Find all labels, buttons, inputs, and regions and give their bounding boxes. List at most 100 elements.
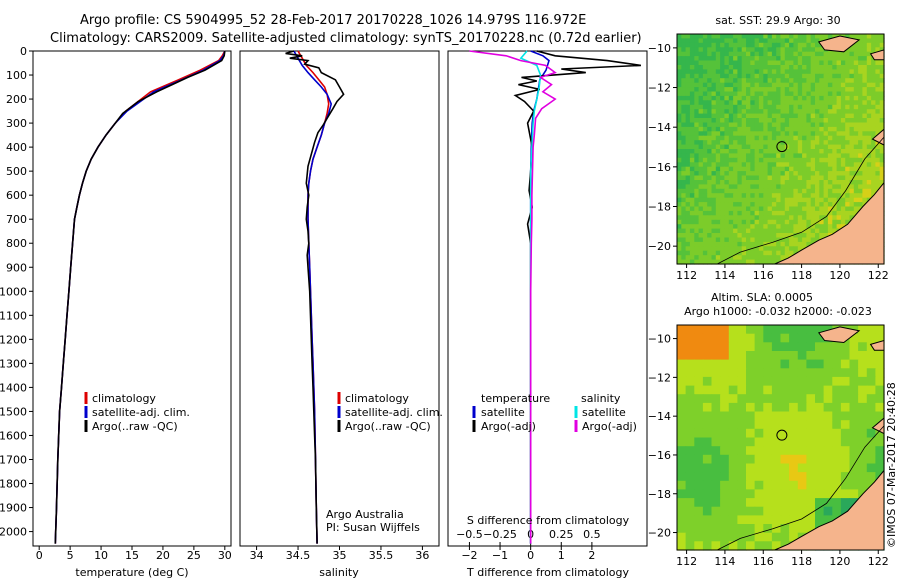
map-cell — [815, 206, 820, 212]
map-cell — [737, 113, 743, 119]
map-cell — [763, 91, 769, 97]
map-cell — [789, 171, 794, 177]
map-cell — [763, 122, 769, 128]
map-cell — [806, 394, 816, 404]
map-cell — [823, 515, 833, 525]
map-cell — [681, 180, 687, 185]
map-cell — [746, 385, 756, 395]
map-cell — [737, 122, 743, 128]
map-cell — [789, 47, 794, 53]
map-cell — [754, 250, 760, 256]
map-cell — [720, 228, 725, 234]
map-cell — [793, 100, 799, 106]
map-cell — [784, 60, 790, 66]
map-cell — [771, 219, 777, 225]
map-cell — [871, 153, 876, 159]
map-cell — [715, 206, 721, 212]
map-cell — [754, 463, 764, 473]
map-cell — [823, 180, 829, 185]
map-cell — [711, 515, 721, 525]
map-cell — [720, 368, 730, 378]
map-cell — [707, 34, 713, 39]
map-cell — [702, 224, 708, 230]
map-cell — [754, 472, 764, 482]
map-cell — [707, 162, 713, 168]
map-cell — [715, 82, 721, 88]
map-cell — [685, 149, 691, 154]
map-cell — [741, 153, 747, 159]
map-cell — [836, 109, 842, 115]
map-cell — [685, 515, 695, 525]
map-cell — [685, 65, 691, 70]
map-cell — [702, 420, 713, 430]
map-cell — [724, 228, 730, 234]
map-cell — [758, 73, 764, 79]
map-cell — [707, 228, 713, 234]
map-cell — [750, 188, 756, 194]
map-cell — [681, 60, 687, 66]
map-cell — [763, 206, 769, 212]
map-cell — [823, 34, 829, 39]
map-cell — [750, 210, 756, 216]
map-cell — [858, 202, 863, 208]
map-cell — [763, 69, 769, 75]
map-cell — [815, 325, 825, 335]
map-cell — [780, 241, 786, 247]
map-cell — [763, 34, 769, 39]
map-cell — [741, 166, 747, 172]
map-cell — [711, 532, 721, 542]
map-cell — [733, 255, 738, 261]
map-y-tick-label: −12 — [648, 82, 671, 95]
map-cell — [720, 162, 725, 168]
map-cell — [767, 47, 773, 53]
map-cell — [746, 38, 751, 44]
map-cell — [702, 180, 708, 185]
map-cell — [694, 65, 700, 70]
series-line-temperature-argo — [513, 50, 642, 544]
map-cell — [677, 342, 687, 352]
map-cell — [793, 175, 799, 181]
map-cell — [741, 215, 747, 221]
map-cell — [875, 153, 881, 159]
map-cell — [698, 42, 704, 48]
map-cell — [789, 325, 799, 335]
map-cell — [840, 157, 846, 163]
map-cell — [694, 184, 700, 190]
map-cell — [698, 95, 704, 101]
map-cell — [724, 113, 730, 119]
map-cell — [733, 215, 738, 221]
map-cell — [806, 122, 812, 128]
map-cell — [836, 78, 842, 84]
map-cell — [827, 65, 833, 70]
map-cell — [677, 359, 687, 369]
map-cell — [845, 56, 851, 62]
map-cell — [806, 51, 812, 57]
map-cell — [720, 34, 725, 39]
map-cell — [815, 171, 820, 177]
map-cell — [866, 126, 872, 132]
map-cell — [698, 131, 704, 137]
map-cell — [853, 126, 859, 132]
map-cell — [685, 241, 691, 247]
map-cell — [771, 109, 777, 115]
map-cell — [767, 91, 773, 97]
map-cell — [780, 60, 786, 66]
map-cell — [780, 498, 790, 508]
map-cell — [827, 162, 833, 168]
map-cell — [711, 197, 717, 203]
map-cell — [793, 104, 799, 110]
map-cell — [858, 342, 868, 352]
map-cell — [746, 428, 756, 439]
map-cell — [784, 175, 790, 181]
map-cell — [858, 171, 863, 177]
map-cell — [763, 113, 769, 119]
map-cell — [836, 95, 842, 101]
map-cell — [866, 153, 872, 159]
map-cell — [819, 233, 825, 238]
map-y-tick-label: −20 — [648, 527, 671, 540]
map-cell — [784, 51, 790, 57]
map-cell — [746, 193, 751, 199]
map-cell — [758, 47, 764, 53]
map-cell — [823, 224, 829, 230]
map-cell — [758, 162, 764, 168]
